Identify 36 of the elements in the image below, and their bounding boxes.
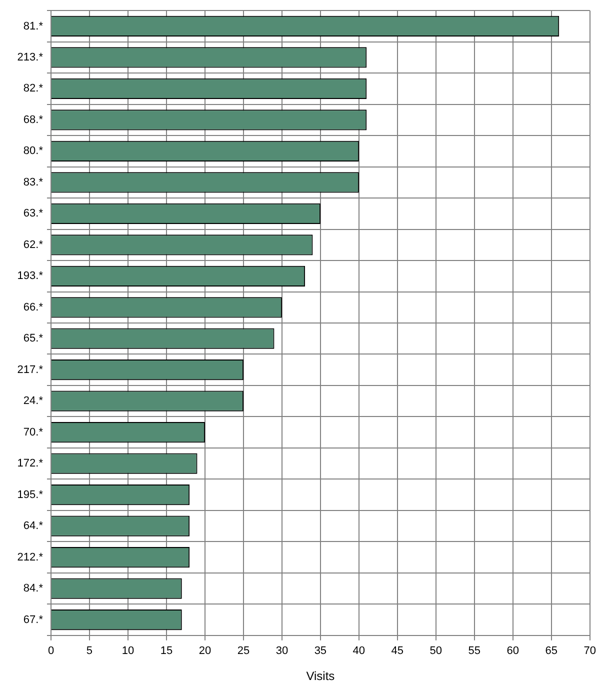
x-tick-label: 30 [276,645,288,658]
x-tick-label: 40 [352,645,366,658]
y-tick-label: 212.* [17,551,44,564]
y-tick-label: 195.* [17,488,44,501]
x-tick-label: 60 [506,645,520,658]
y-tick-label: 70.* [23,426,44,438]
x-tick-label: 15 [160,645,173,658]
x-tick-label: 70 [584,645,596,658]
x-tick-label: 45 [391,645,404,658]
y-tick-label: 83.* [23,176,44,188]
y-tick-label: 82.* [23,82,44,95]
x-tick-label: 5 [86,645,93,658]
y-tick-label: 172.* [17,458,44,470]
y-tick-label: 24.* [23,395,44,408]
x-tick-label: 55 [468,645,481,658]
y-tick-label: 217.* [17,364,44,376]
y-tick-label: 66.* [23,301,44,314]
y-tick-label: 64.* [23,520,44,532]
y-tick-label: 81.* [23,20,44,32]
y-tick-label: 65.* [23,332,44,345]
x-tick-label: 0 [48,645,54,658]
y-tick-label: 68.* [23,114,44,126]
y-tick-label: 67.* [23,614,44,626]
x-tick-label: 35 [314,645,327,658]
x-tick-label: 20 [198,645,212,658]
y-tick-label: 213.* [17,51,44,64]
x-tick-label: 65 [545,645,558,658]
y-tick-label: 80.* [23,145,44,158]
x-axis-title: Visits [306,669,335,684]
y-tick-label: 84.* [23,582,44,595]
x-tick-label: 50 [430,645,442,658]
x-tick-label: 10 [122,645,134,658]
y-tick-label: 62.* [23,238,44,251]
y-tick-label: 193.* [17,270,44,282]
y-tick-label: 63.* [23,208,44,220]
x-tick-label: 25 [237,645,250,658]
